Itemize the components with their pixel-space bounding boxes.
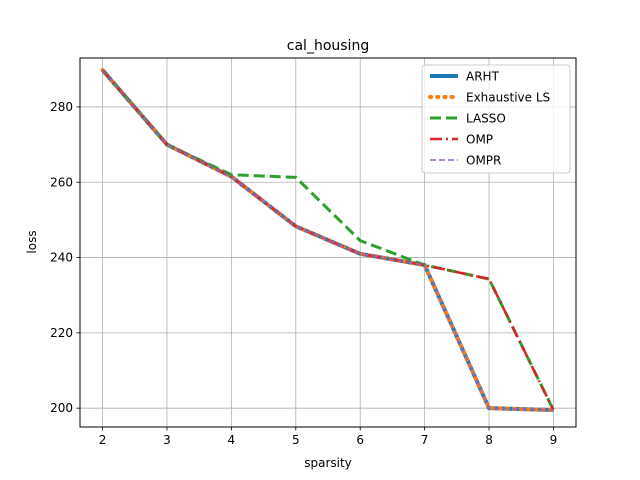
x-axis-ticks: 2 3 4 5 6 7 8 9 — [99, 427, 558, 447]
x-tick-label: 9 — [550, 433, 558, 447]
y-tick-label: 260 — [50, 175, 73, 189]
x-tick-label: 8 — [485, 433, 493, 447]
chart-title: cal_housing — [287, 38, 369, 54]
legend-label: Exhaustive LS — [466, 91, 550, 105]
legend-label: ARHT — [466, 70, 500, 84]
x-axis-label: sparsity — [304, 456, 352, 470]
y-tick-label: 220 — [50, 326, 73, 340]
x-tick-label: 5 — [292, 433, 300, 447]
x-tick-label: 3 — [163, 433, 171, 447]
legend-label: OMP — [466, 133, 493, 147]
legend-box — [421, 64, 571, 174]
plot-frame — [79, 57, 577, 428]
x-tick-label: 4 — [228, 433, 236, 447]
x-tick-label: 2 — [99, 433, 107, 447]
series-layer — [100, 68, 556, 413]
series-line-ompr — [101, 69, 554, 411]
x-tick-label: 7 — [421, 433, 429, 447]
y-tick-label: 280 — [50, 100, 73, 114]
legend-label: LASSO — [466, 112, 506, 126]
y-axis-label: loss — [25, 230, 39, 253]
y-axis-ticks: 200 220 240 260 280 — [50, 100, 80, 415]
y-tick-label: 240 — [50, 251, 73, 265]
legend: ARHT Exhaustive LS LASSO OMP OMPR — [421, 64, 571, 174]
x-tick-label: 6 — [356, 433, 364, 447]
y-tick-label: 200 — [50, 401, 73, 415]
legend-label: OMPR — [466, 154, 501, 168]
